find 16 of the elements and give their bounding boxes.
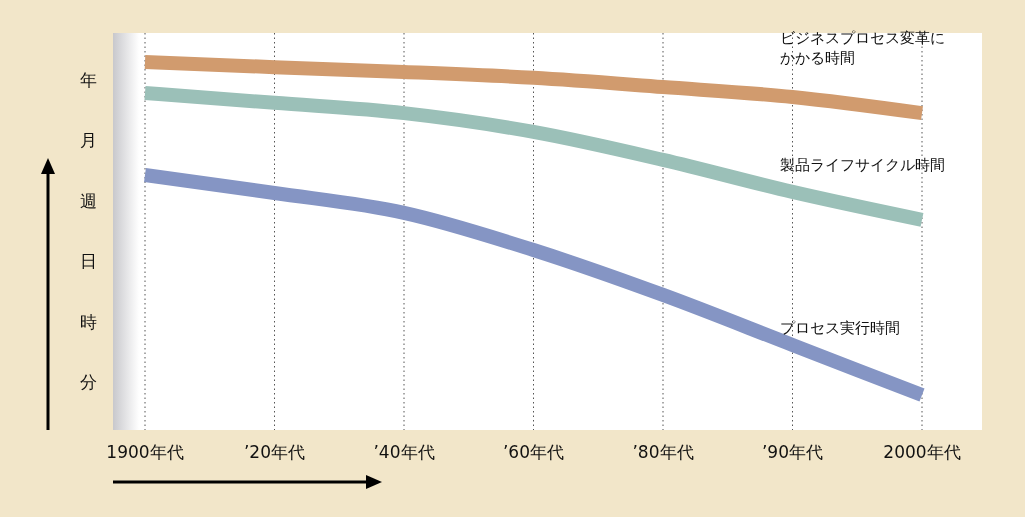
text: 週 [79,190,97,211]
text: 時 [79,311,97,332]
x-tick-label: ’20年代 [243,442,306,462]
x-tick-label: ’60年代 [502,442,565,462]
x-tick-label: ’40年代 [373,442,435,462]
x-tick-label: 1900年代 [106,442,184,462]
series-label: ビジネスプロセス変革にかかる時間 [780,29,945,68]
series-label: 製品ライフサイクル時間 [780,155,945,174]
x-tick-label: ’80年代 [632,442,694,462]
x-tick-label: 2000年代 [883,442,961,462]
text: 月 [79,130,97,151]
series-label: プロセス実行時間 [780,319,900,338]
text: 日 [79,251,97,272]
text: 年 [79,70,97,90]
text: 分 [79,372,97,392]
x-tick-label: ’90年代 [761,442,824,462]
